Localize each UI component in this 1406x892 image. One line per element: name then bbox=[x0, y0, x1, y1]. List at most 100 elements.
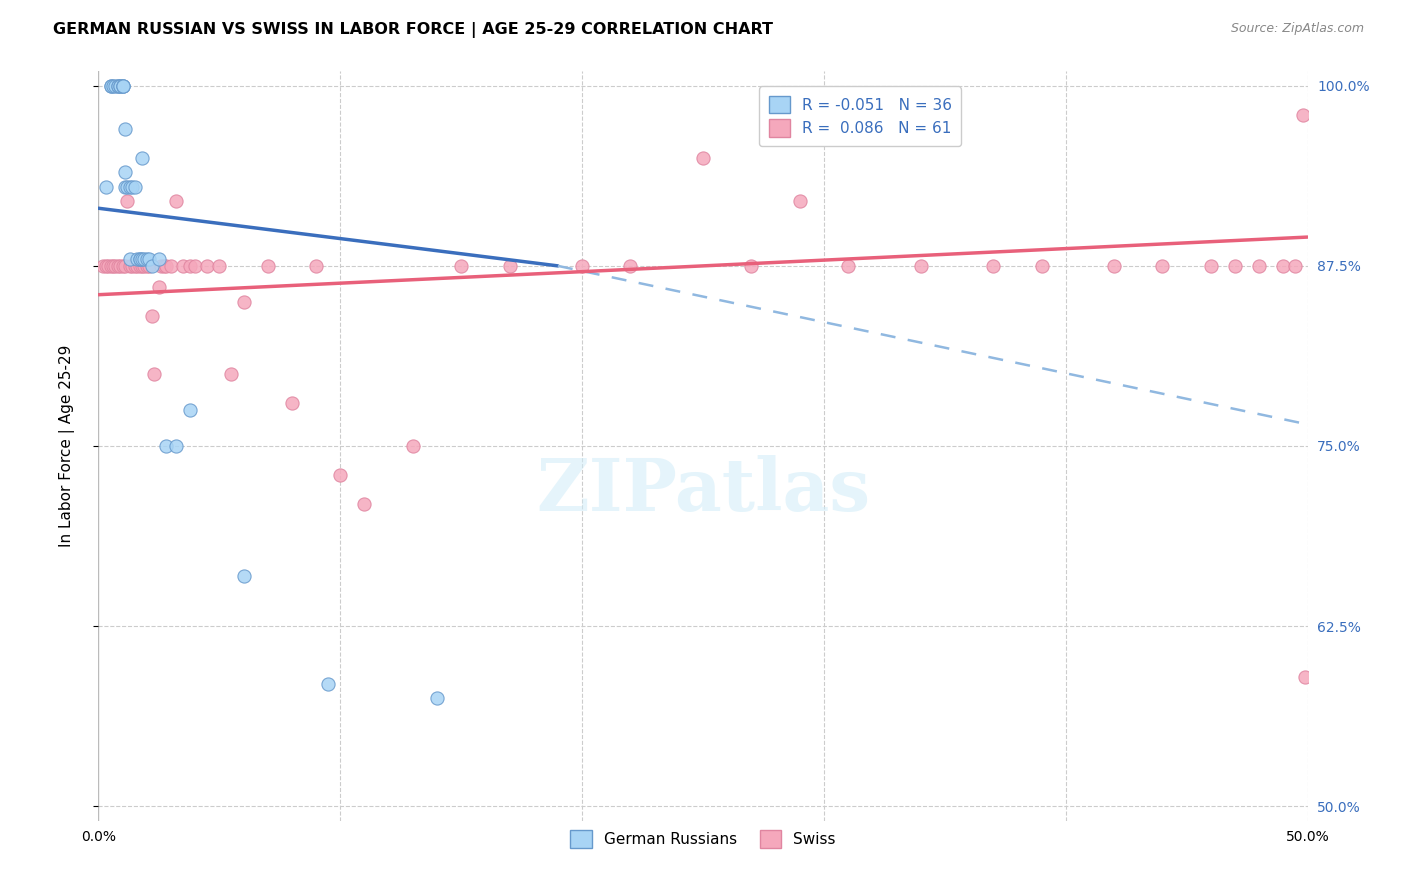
Point bbox=[114, 122, 136, 136]
Point bbox=[571, 259, 593, 273]
Point bbox=[124, 259, 146, 273]
Text: ZIPatlas: ZIPatlas bbox=[536, 456, 870, 526]
Point bbox=[1223, 259, 1246, 273]
Point bbox=[117, 194, 139, 208]
Point bbox=[402, 439, 425, 453]
Point bbox=[111, 78, 134, 93]
Point bbox=[160, 259, 183, 273]
Point bbox=[121, 179, 143, 194]
Point bbox=[256, 259, 278, 273]
Point bbox=[316, 677, 339, 691]
Point bbox=[1294, 669, 1316, 683]
Point bbox=[172, 259, 194, 273]
Point bbox=[150, 259, 173, 273]
Point bbox=[108, 78, 131, 93]
Point bbox=[107, 78, 129, 93]
Point bbox=[141, 310, 163, 324]
Point bbox=[100, 78, 122, 93]
Point bbox=[155, 259, 177, 273]
Point bbox=[94, 259, 117, 273]
Point bbox=[232, 294, 254, 309]
Point bbox=[789, 194, 811, 208]
Point bbox=[426, 691, 449, 706]
Point bbox=[128, 252, 150, 266]
Point bbox=[138, 259, 160, 273]
Point bbox=[232, 568, 254, 582]
Point bbox=[135, 252, 157, 266]
Point bbox=[179, 259, 201, 273]
Point bbox=[329, 467, 352, 482]
Point bbox=[128, 259, 150, 273]
Point bbox=[165, 194, 187, 208]
Point bbox=[740, 259, 762, 273]
Point bbox=[100, 78, 122, 93]
Point bbox=[108, 78, 131, 93]
Point bbox=[101, 259, 124, 273]
Point bbox=[134, 252, 156, 266]
Point bbox=[1292, 107, 1315, 121]
Point bbox=[910, 259, 932, 273]
Point bbox=[1152, 259, 1174, 273]
Point bbox=[108, 259, 131, 273]
Point bbox=[94, 179, 117, 194]
Point bbox=[97, 259, 120, 273]
Point bbox=[148, 280, 170, 294]
Point bbox=[138, 252, 160, 266]
Point bbox=[121, 259, 143, 273]
Point bbox=[101, 78, 124, 93]
Point bbox=[1272, 259, 1295, 273]
Point bbox=[118, 179, 141, 194]
Point bbox=[124, 179, 146, 194]
Point bbox=[1284, 259, 1306, 273]
Point bbox=[1031, 259, 1053, 273]
Point bbox=[104, 78, 127, 93]
Legend: German Russians, Swiss: German Russians, Swiss bbox=[564, 824, 842, 855]
Point bbox=[118, 252, 141, 266]
Point bbox=[1102, 259, 1125, 273]
Point bbox=[837, 259, 859, 273]
Point bbox=[127, 259, 149, 273]
Point bbox=[179, 403, 201, 417]
Point bbox=[353, 497, 375, 511]
Point bbox=[281, 396, 304, 410]
Point bbox=[498, 259, 520, 273]
Point bbox=[221, 367, 243, 381]
Point bbox=[131, 259, 153, 273]
Point bbox=[111, 78, 134, 93]
Point bbox=[91, 259, 114, 273]
Point bbox=[131, 151, 153, 165]
Point bbox=[128, 252, 150, 266]
Point bbox=[141, 259, 163, 273]
Point bbox=[155, 439, 177, 453]
Point bbox=[143, 367, 166, 381]
Point bbox=[127, 252, 149, 266]
Point bbox=[111, 78, 134, 93]
Point bbox=[135, 259, 157, 273]
Point bbox=[104, 259, 127, 273]
Point bbox=[148, 252, 170, 266]
Point bbox=[208, 259, 231, 273]
Point bbox=[1199, 259, 1222, 273]
Point bbox=[450, 259, 472, 273]
Point bbox=[195, 259, 218, 273]
Point bbox=[131, 252, 153, 266]
Text: Source: ZipAtlas.com: Source: ZipAtlas.com bbox=[1230, 22, 1364, 36]
Point bbox=[619, 259, 641, 273]
Point bbox=[118, 259, 141, 273]
Y-axis label: In Labor Force | Age 25-29: In Labor Force | Age 25-29 bbox=[59, 345, 75, 547]
Point bbox=[184, 259, 207, 273]
Point bbox=[152, 259, 174, 273]
Point bbox=[981, 259, 1004, 273]
Point bbox=[1249, 259, 1271, 273]
Point bbox=[165, 439, 187, 453]
Text: GERMAN RUSSIAN VS SWISS IN LABOR FORCE | AGE 25-29 CORRELATION CHART: GERMAN RUSSIAN VS SWISS IN LABOR FORCE |… bbox=[53, 22, 773, 38]
Point bbox=[100, 259, 122, 273]
Point bbox=[305, 259, 328, 273]
Point bbox=[114, 179, 136, 194]
Point bbox=[114, 259, 136, 273]
Point bbox=[107, 259, 129, 273]
Point bbox=[111, 259, 134, 273]
Point bbox=[114, 165, 136, 179]
Point bbox=[134, 259, 156, 273]
Point bbox=[107, 78, 129, 93]
